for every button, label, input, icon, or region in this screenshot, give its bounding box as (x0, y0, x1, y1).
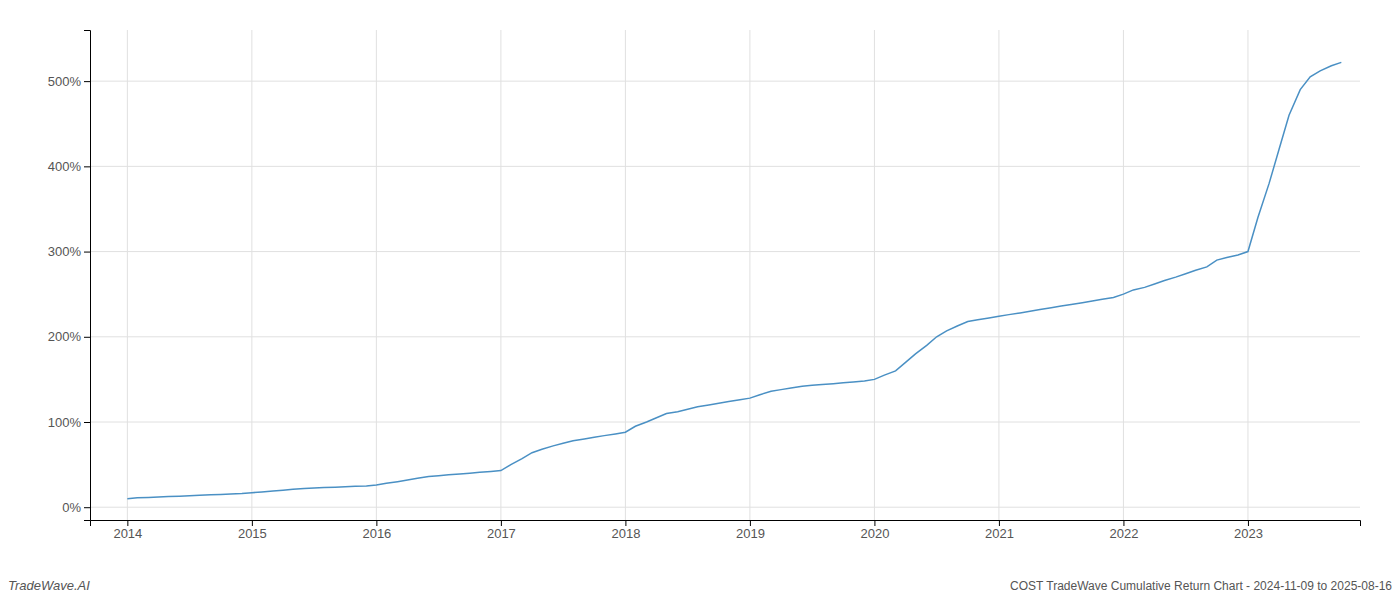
y-tick: 0% (62, 500, 90, 515)
y-tick-mark (84, 337, 90, 338)
x-tick-mark (252, 520, 253, 526)
x-grid-line (625, 30, 626, 520)
x-tick: 2023 (1234, 520, 1263, 541)
y-grid-line (90, 251, 1360, 252)
y-tick: 200% (48, 329, 90, 344)
marks (127, 62, 1341, 498)
x-tick-label: 2018 (611, 526, 640, 541)
x-tick-label: 2021 (985, 526, 1014, 541)
x-tick: 2016 (362, 520, 391, 541)
x-grid-line (500, 30, 501, 520)
axis-line (84, 31, 91, 521)
y-tick-label: 300% (48, 244, 82, 259)
x-tick-mark (127, 520, 128, 526)
x-tick: 2021 (985, 520, 1014, 541)
x-tick: 2019 (736, 520, 765, 541)
y-tick-mark (84, 507, 90, 508)
y-tick-mark (84, 81, 90, 82)
y-grid-line (90, 507, 1360, 508)
x-tick-mark (874, 520, 875, 526)
x-tick-label: 2023 (1234, 526, 1263, 541)
y-tick: 400% (48, 159, 90, 174)
x-tick: 2020 (860, 520, 889, 541)
x-tick: 2018 (611, 520, 640, 541)
plot-area: 2014 2015 2016 2017 2018 2019 2020 2021 2022 2023… (48, 30, 1361, 541)
x-tick-mark (1123, 520, 1124, 526)
x-grid-line (1247, 30, 1248, 520)
x-tick-mark (376, 520, 377, 526)
x-tick-label: 2019 (736, 526, 765, 541)
x-grid-line (1123, 30, 1124, 520)
x-tick-label: 2016 (362, 526, 391, 541)
x-grid-line (749, 30, 750, 520)
y-tick-label: 400% (48, 159, 82, 174)
x-grid-line (376, 30, 377, 520)
x-tick-label: 2015 (238, 526, 267, 541)
x-tick-mark (625, 520, 626, 526)
y-tick-mark (84, 166, 90, 167)
x-grid-line (998, 30, 999, 520)
x-tick-mark (501, 520, 502, 526)
y-axis: 0% 100% 200% 300% 400% 500% (48, 31, 91, 521)
y-grid-line (90, 166, 1360, 167)
x-tick-mark (750, 520, 751, 526)
y-grid-line (90, 422, 1360, 423)
y-tick-mark (84, 252, 90, 253)
y-tick-label: 100% (48, 415, 82, 430)
x-tick: 2015 (238, 520, 267, 541)
x-tick: 2022 (1109, 520, 1138, 541)
x-tick-label: 2022 (1109, 526, 1138, 541)
x-tick: 2017 (487, 520, 516, 541)
y-tick: 100% (48, 415, 90, 430)
line (127, 62, 1341, 498)
x-grid-line (251, 30, 252, 520)
x-tick-label: 2017 (487, 526, 516, 541)
y-grid-line (90, 81, 1360, 82)
watermark: TradeWave.AI (8, 578, 90, 593)
grid (90, 30, 1360, 520)
x-tick-label: 2020 (860, 526, 889, 541)
y-tick: 300% (48, 244, 90, 259)
x-tick-label: 2014 (113, 526, 142, 541)
y-tick-label: 0% (62, 500, 81, 515)
x-tick-mark (1248, 520, 1249, 526)
y-tick-label: 200% (48, 329, 82, 344)
y-grid-line (90, 336, 1360, 337)
title: COST TradeWave Cumulative Return Chart -… (1010, 579, 1392, 593)
x-grid-line (127, 30, 128, 520)
x-tick-mark (999, 520, 1000, 526)
x-axis: 2014 2015 2016 2017 2018 2019 2020 2021 2022 2023 (91, 520, 1361, 541)
axis-line (91, 521, 1361, 527)
y-tick-mark (84, 422, 90, 423)
y-tick-label: 500% (48, 74, 82, 89)
background (0, 0, 1400, 600)
chart: 2014 2015 2016 2017 2018 2019 2020 2021 2022 2023… (0, 0, 1400, 600)
x-tick: 2014 (113, 520, 142, 541)
x-grid-line (874, 30, 875, 520)
y-tick: 500% (48, 74, 90, 89)
